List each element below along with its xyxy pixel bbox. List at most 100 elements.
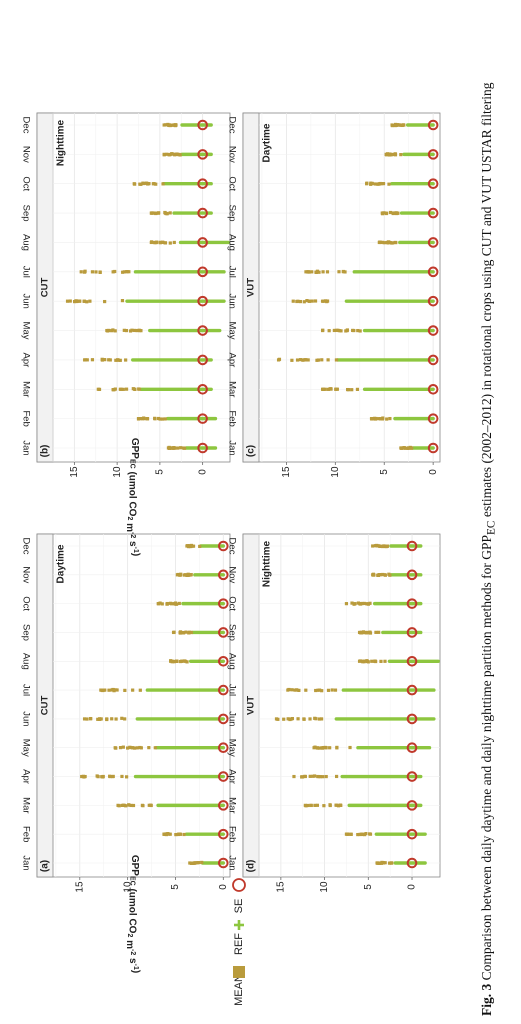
mean-point	[166, 832, 170, 836]
mean-point	[149, 240, 153, 245]
mean-point	[171, 630, 176, 635]
se-marker	[197, 178, 208, 190]
mean-point	[120, 299, 125, 303]
mean-point	[124, 804, 128, 808]
mean-point	[339, 329, 343, 333]
se-marker	[427, 266, 439, 278]
mean-point	[318, 775, 322, 779]
mean-point	[182, 573, 187, 577]
mean-point	[381, 416, 385, 420]
mean-point	[326, 358, 330, 362]
mean-point	[378, 544, 382, 549]
x-tick-label: Dec	[226, 117, 237, 134]
mean-point	[309, 803, 313, 807]
mean-point	[198, 544, 202, 549]
mean-point	[135, 328, 139, 333]
mean-point	[154, 211, 158, 215]
mean-point	[363, 833, 367, 837]
mean-point	[368, 631, 373, 635]
mean-point	[133, 387, 137, 392]
se-marker	[406, 684, 418, 696]
mean-point	[152, 182, 156, 186]
x-tick-label: Jun	[226, 294, 237, 309]
mean-point	[296, 717, 300, 721]
mean-point	[320, 358, 324, 362]
panel-period: Daytime	[56, 544, 67, 583]
caption-subscript: EC	[485, 520, 498, 535]
mean-point	[350, 388, 354, 392]
mean-point	[337, 329, 341, 333]
y-tick-label: 10	[319, 881, 330, 893]
mean-point	[173, 153, 177, 157]
mean-point	[122, 328, 126, 332]
se-marker	[197, 354, 208, 366]
mean-point	[168, 241, 172, 245]
x-tick-label: Mar	[226, 797, 237, 813]
mean-point	[121, 745, 125, 749]
mean-point	[112, 689, 116, 693]
x-tick-label: May	[226, 739, 237, 757]
mean-point	[304, 358, 308, 362]
mean-point	[365, 182, 369, 186]
mean-point	[334, 387, 338, 391]
mean-point	[169, 659, 173, 663]
se-marker	[197, 383, 208, 395]
mean-point	[305, 299, 309, 303]
x-tick-label: Nov	[20, 566, 31, 583]
mean-point	[98, 270, 102, 274]
mean-point	[138, 182, 142, 186]
mean-point	[333, 688, 338, 692]
mean-point	[121, 387, 125, 391]
x-tick-label: Jul	[20, 266, 31, 278]
mean-point	[141, 181, 145, 185]
mean-point	[96, 775, 100, 779]
mean-point	[316, 688, 320, 692]
mean-point	[125, 775, 129, 779]
x-tick-label: Nov	[226, 566, 237, 583]
x-tick-label: Oct	[20, 176, 31, 191]
mean-point	[162, 152, 166, 156]
panel-method: CUT	[40, 278, 51, 298]
mean-point	[171, 446, 175, 450]
mean-point	[322, 804, 326, 808]
mean-point	[175, 152, 179, 156]
mean-point	[147, 746, 151, 750]
mean-point	[128, 745, 132, 750]
se-marker	[427, 442, 439, 454]
mean-point	[362, 660, 366, 664]
mean-point	[153, 240, 157, 245]
mean-point	[288, 717, 292, 722]
mean-point	[162, 123, 166, 127]
mean-point	[325, 270, 330, 274]
mean-point	[172, 660, 176, 664]
mean-point	[99, 688, 103, 692]
se-marker	[427, 383, 439, 395]
mean-point	[394, 240, 398, 245]
mean-point	[113, 746, 117, 750]
se-marker	[427, 295, 439, 307]
mean-point	[345, 328, 349, 332]
mean-point	[360, 601, 365, 606]
mean-point	[85, 300, 89, 304]
mean-point	[90, 358, 95, 362]
mean-point	[366, 602, 371, 606]
mean-point	[274, 717, 279, 721]
mean-point	[168, 211, 172, 215]
se-marker	[406, 713, 418, 725]
mean-point	[389, 153, 393, 157]
mean-point	[82, 270, 87, 274]
x-tick-label: Feb	[20, 410, 31, 426]
mean-point	[374, 659, 378, 664]
mean-point	[373, 182, 377, 186]
se-marker	[406, 857, 418, 869]
mean-point	[384, 152, 388, 156]
mean-point	[181, 631, 186, 635]
mean-point	[124, 358, 128, 362]
mean-point	[298, 299, 302, 304]
x-tick-label: Mar	[20, 381, 31, 397]
y-tick-label: 0	[218, 884, 229, 890]
x-tick-label: Aug	[20, 234, 31, 251]
x-tick-label: Feb	[226, 410, 237, 426]
mean-point	[380, 860, 384, 865]
se-marker	[218, 713, 229, 725]
